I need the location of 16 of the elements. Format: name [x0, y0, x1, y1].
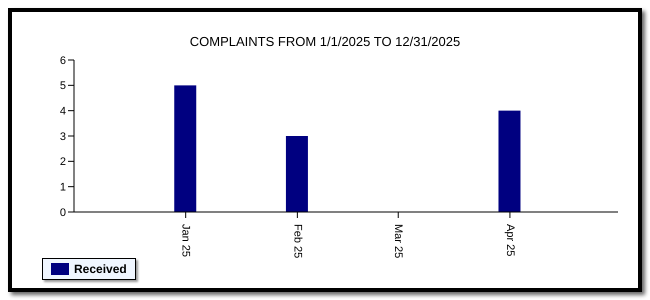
y-tick-label: 5: [60, 80, 66, 92]
y-tick-label: 2: [60, 156, 66, 168]
legend-label: Received: [73, 262, 127, 276]
bar: [286, 136, 308, 212]
y-tick-label: 6: [60, 54, 66, 67]
bar: [498, 110, 520, 212]
y-tick-label: 4: [60, 106, 66, 118]
bar: [174, 85, 196, 212]
chart-title: COMPLAINTS FROM 1/1/2025 TO 12/31/2025: [188, 34, 462, 49]
x-tick-label: Feb 25: [291, 224, 304, 258]
y-tick-label: 0: [60, 206, 66, 219]
x-tick-label: Jan 25: [180, 224, 192, 258]
x-tick-label: Apr 25: [504, 224, 516, 256]
y-tick-label: 1: [60, 182, 66, 194]
y-tick-label: 3: [60, 130, 66, 143]
x-tick-label: Mar 25: [392, 224, 404, 258]
